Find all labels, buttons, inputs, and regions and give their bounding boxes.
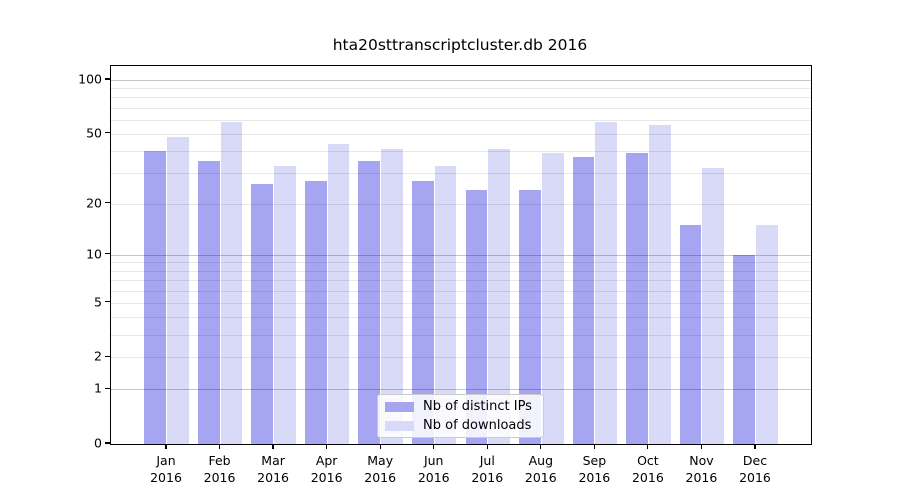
x-tick-nov [700, 444, 703, 450]
y-tick-100 [105, 78, 110, 80]
x-tick-label-jun: Jun 2016 [417, 453, 450, 485]
gridline-100 [111, 80, 811, 81]
y-tick-label-20: 20 [86, 195, 102, 211]
bar-downloads-jul [488, 149, 510, 444]
gridline-8 [111, 270, 811, 272]
gridline-5 [111, 302, 811, 304]
y-tick-20 [105, 202, 110, 204]
gridline-6 [111, 290, 811, 292]
gridline-2 [111, 357, 811, 359]
bar-downloads-feb [220, 122, 243, 444]
x-tick-label-may: May 2016 [364, 453, 397, 485]
bar-ips-jun [412, 181, 434, 444]
gridline-1 [111, 389, 811, 391]
x-tick-label-aug: Aug 2016 [524, 453, 557, 485]
gridline-80 [111, 97, 811, 99]
x-tick-jan [165, 444, 167, 450]
y-tick-50 [105, 132, 110, 134]
gridline-4 [111, 317, 811, 319]
gridline-70 [111, 107, 811, 109]
bar-ips-aug [519, 190, 541, 444]
x-tick-aug [540, 444, 542, 450]
x-tick-label-jul: Jul 2016 [471, 453, 504, 485]
legend-label-downloads: Nb of downloads [423, 418, 532, 433]
gridline-90 [111, 88, 811, 90]
x-tick-label-mar: Mar 2016 [257, 453, 289, 485]
gridline-7 [111, 279, 811, 281]
bar-ips-may [358, 161, 381, 444]
y-tick-0 [105, 442, 110, 444]
x-tick-label-apr: Apr 2016 [310, 453, 343, 485]
x-tick-jun [433, 444, 435, 450]
gridline-20 [111, 203, 811, 205]
x-tick-feb [218, 444, 221, 450]
gridline-9 [111, 262, 811, 264]
x-tick-label-sep: Sep 2016 [578, 453, 611, 485]
bar-ips-mar [251, 184, 274, 444]
legend: Nb of distinct IPs Nb of downloads [377, 394, 544, 438]
y-tick-5 [105, 301, 110, 303]
chart-title: hta20sttranscriptcluster.db 2016 [332, 36, 588, 54]
y-tick-10 [105, 253, 110, 255]
legend-swatch-downloads [385, 420, 414, 431]
legend-label-distinct-ips: Nb of distinct IPs [423, 399, 532, 414]
bar-ips-jan [144, 151, 166, 444]
bar-ips-apr [304, 181, 327, 444]
y-tick-1 [105, 387, 110, 389]
bar-ips-oct [626, 153, 648, 444]
gridline-10 [111, 254, 811, 256]
x-tick-jul [486, 444, 488, 450]
x-tick-label-jan: Jan 2016 [150, 453, 182, 485]
y-tick-label-10: 10 [86, 246, 102, 262]
bar-downloads-aug [541, 153, 564, 444]
plot-area [110, 65, 812, 445]
bar-downloads-jan [167, 137, 189, 444]
x-tick-label-dec: Dec 2016 [739, 453, 771, 485]
gridline-30 [111, 173, 811, 175]
bar-downloads-mar [274, 165, 296, 444]
bar-ips-sep [572, 157, 595, 444]
legend-swatch-distinct-ips [385, 401, 414, 412]
x-tick-label-oct: Oct 2016 [631, 453, 664, 485]
y-tick-2 [105, 355, 110, 357]
legend-item-distinct-ips: Nb of distinct IPs [378, 399, 543, 414]
y-tick-label-2: 2 [94, 348, 102, 364]
x-tick-oct [647, 444, 649, 450]
gridline-3 [111, 334, 811, 336]
y-tick-label-50: 50 [86, 125, 102, 141]
y-tick-label-0: 0 [94, 435, 102, 451]
gridline-50 [111, 133, 811, 135]
bar-ips-feb [197, 161, 220, 444]
bar-ips-nov [679, 225, 702, 444]
bar-ips-jul [465, 190, 488, 444]
bar-ips-dec [733, 254, 755, 444]
bar-downloads-sep [595, 122, 618, 444]
y-tick-label-1: 1 [94, 380, 102, 396]
x-tick-label-feb: Feb 2016 [203, 453, 236, 485]
gridline-40 [111, 151, 811, 153]
x-tick-dec [754, 444, 756, 450]
y-tick-label-100: 100 [78, 71, 102, 87]
bar-downloads-apr [327, 143, 350, 444]
x-tick-may [379, 444, 381, 450]
x-tick-label-nov: Nov 2016 [685, 453, 718, 485]
bar-downloads-dec [755, 225, 778, 444]
bar-downloads-oct [648, 125, 671, 444]
x-tick-sep [593, 444, 595, 450]
bar-downloads-may [381, 149, 403, 444]
x-tick-mar [272, 444, 274, 450]
y-tick-label-5: 5 [94, 294, 102, 310]
bar-downloads-jun [434, 165, 457, 444]
bar-downloads-nov [702, 168, 725, 444]
legend-item-downloads: Nb of downloads [378, 418, 543, 433]
x-tick-apr [326, 444, 328, 450]
gridline-60 [111, 119, 811, 121]
